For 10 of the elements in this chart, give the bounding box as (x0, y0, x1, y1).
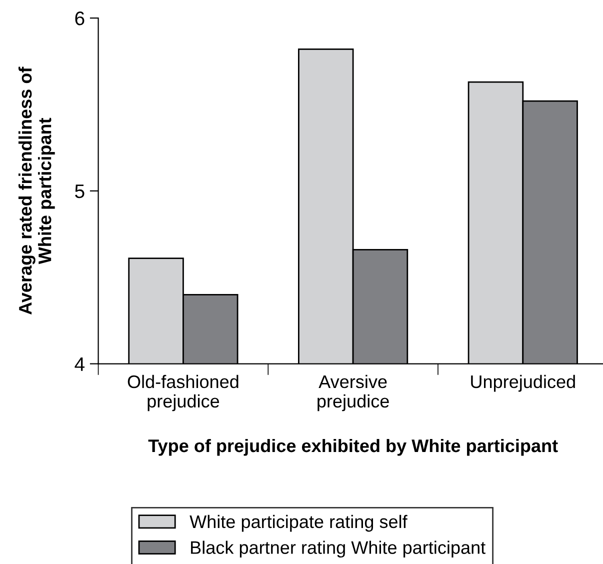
x-tick-label: Aversive prejudice (318, 374, 389, 412)
x-tick-label: Old-fashioned prejudice (128, 374, 238, 412)
y-axis-title: Average rated friendliness of White participant (18, 66, 55, 315)
legend-label: Black partner rating White participant (191, 540, 486, 558)
y-tick-label: 5 (75, 184, 84, 198)
y-tick-label: 6 (75, 12, 84, 26)
legend-label: White participate rating self (190, 514, 408, 532)
x-axis-title: Type of prejudice exhibited by White participant (148, 438, 558, 456)
x-tick-label: Unprejudiced (471, 374, 575, 392)
y-tick-label: 4 (74, 357, 85, 371)
